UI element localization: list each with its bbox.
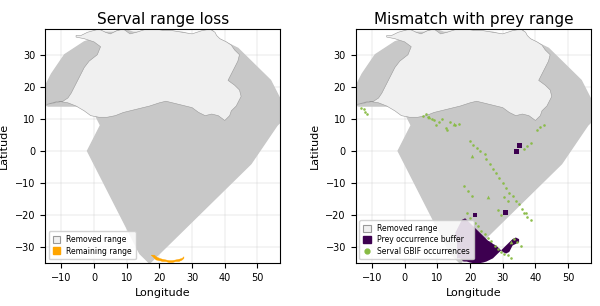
- Point: [485, 161, 494, 166]
- Point: [470, 221, 480, 226]
- Point: [467, 153, 476, 158]
- Point: [521, 211, 530, 216]
- X-axis label: Longitude: Longitude: [135, 289, 190, 298]
- Point: [421, 112, 431, 117]
- Point: [501, 185, 511, 190]
- Point: [430, 118, 439, 123]
- Point: [459, 184, 469, 188]
- Point: [418, 113, 427, 118]
- Point: [490, 243, 499, 248]
- Point: [464, 188, 473, 193]
- Point: [483, 195, 493, 200]
- Point: [536, 125, 545, 129]
- Point: [465, 216, 475, 221]
- Point: [454, 121, 463, 126]
- Point: [516, 243, 526, 248]
- Y-axis label: Latitude: Latitude: [0, 123, 9, 169]
- Polygon shape: [503, 210, 508, 215]
- Point: [362, 112, 372, 117]
- Point: [514, 201, 524, 206]
- Point: [491, 171, 501, 176]
- Polygon shape: [473, 214, 476, 217]
- Point: [503, 198, 512, 203]
- Point: [431, 123, 440, 128]
- Point: [493, 208, 503, 213]
- Point: [500, 251, 509, 256]
- Point: [493, 246, 503, 251]
- Polygon shape: [47, 29, 241, 121]
- Point: [361, 110, 370, 115]
- Point: [505, 190, 514, 195]
- Point: [424, 115, 434, 120]
- Point: [475, 148, 485, 153]
- Point: [503, 253, 512, 258]
- Point: [359, 107, 368, 112]
- Point: [539, 123, 548, 128]
- Point: [488, 166, 498, 171]
- Point: [512, 240, 522, 245]
- Point: [526, 140, 535, 145]
- Polygon shape: [349, 29, 594, 263]
- Point: [472, 145, 481, 150]
- Point: [482, 156, 491, 161]
- Point: [496, 213, 506, 218]
- Point: [451, 123, 460, 128]
- Point: [506, 256, 516, 261]
- Title: Serval range loss: Serval range loss: [97, 12, 229, 27]
- Point: [442, 128, 452, 132]
- Point: [480, 152, 490, 157]
- Polygon shape: [38, 29, 284, 263]
- Point: [441, 126, 451, 131]
- Point: [480, 232, 490, 237]
- Point: [356, 105, 365, 110]
- Point: [423, 115, 433, 120]
- Polygon shape: [357, 29, 552, 121]
- Point: [462, 211, 472, 216]
- Point: [509, 237, 519, 241]
- Point: [437, 116, 447, 121]
- Point: [500, 195, 509, 200]
- Point: [498, 181, 508, 185]
- Point: [519, 211, 529, 216]
- Point: [473, 224, 483, 229]
- Point: [508, 193, 517, 198]
- Point: [506, 240, 516, 245]
- Point: [523, 144, 532, 149]
- Polygon shape: [455, 218, 519, 263]
- Point: [532, 128, 542, 132]
- Polygon shape: [517, 143, 523, 148]
- Point: [483, 235, 493, 240]
- Point: [476, 229, 486, 233]
- Point: [434, 120, 444, 125]
- Point: [449, 121, 458, 126]
- Legend: Removed range, Prey occurrence buffer, Serval GBIF occurrences: Removed range, Prey occurrence buffer, S…: [359, 220, 473, 259]
- Point: [428, 116, 437, 121]
- Point: [523, 214, 532, 219]
- Title: Mismatch with prey range: Mismatch with prey range: [374, 12, 573, 27]
- Point: [465, 139, 475, 144]
- Point: [487, 238, 496, 243]
- Legend: Removed range, Remaining range: Removed range, Remaining range: [49, 231, 136, 259]
- Y-axis label: Latitude: Latitude: [310, 123, 320, 169]
- X-axis label: Longitude: Longitude: [446, 289, 501, 298]
- Point: [526, 218, 535, 222]
- Point: [518, 206, 527, 211]
- Point: [519, 147, 529, 152]
- Polygon shape: [514, 149, 519, 154]
- Point: [446, 120, 455, 125]
- Point: [469, 142, 478, 147]
- Point: [496, 249, 506, 254]
- Point: [511, 198, 521, 203]
- Point: [467, 193, 476, 198]
- Point: [494, 176, 504, 181]
- Polygon shape: [151, 255, 184, 263]
